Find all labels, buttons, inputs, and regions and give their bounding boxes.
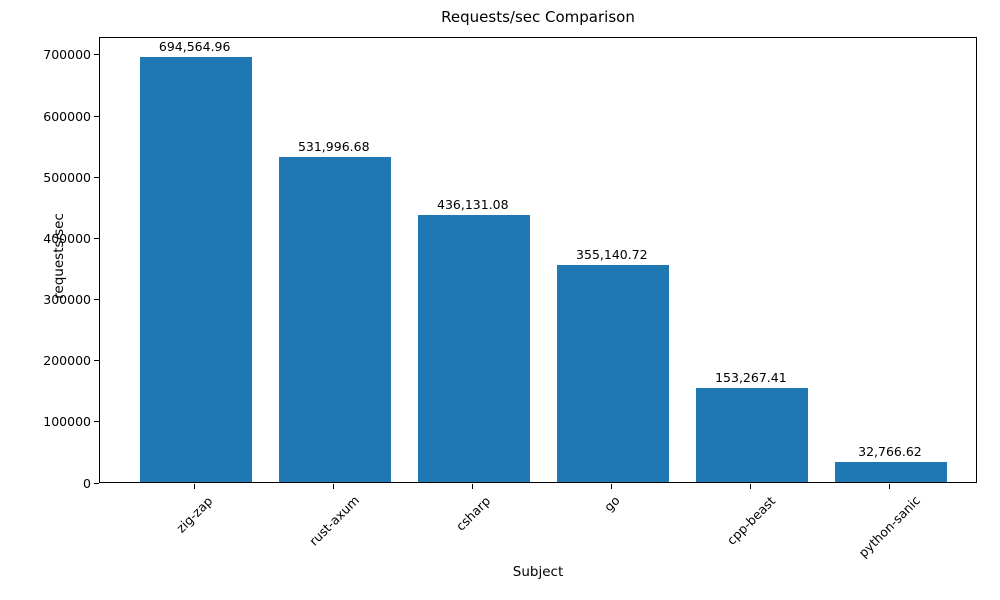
bar-value-label: 436,131.08 (437, 197, 509, 213)
x-tick-label: csharp (452, 492, 493, 534)
chart-title: Requests/sec Comparison (441, 8, 635, 26)
plot-area (99, 37, 977, 483)
bar (695, 388, 808, 482)
y-tick-label: 700000 (43, 47, 91, 63)
bar-value-label: 694,564.96 (158, 39, 231, 55)
x-tick-label: cpp-beast (723, 493, 779, 548)
y-tick-mark (94, 54, 99, 56)
y-tick-label: 600000 (43, 108, 91, 124)
y-tick-mark (94, 482, 99, 484)
x-tick-label: zig-zap (173, 493, 216, 536)
y-tick-mark (94, 299, 99, 301)
bar (139, 57, 252, 482)
bar-value-label: 531,996.68 (297, 138, 370, 154)
bar (834, 461, 947, 482)
x-tick-mark (194, 484, 196, 489)
bar (278, 156, 391, 482)
bar (556, 264, 669, 482)
x-axis-label: Subject (512, 564, 564, 580)
bar-value-label: 355,140.72 (576, 246, 648, 262)
y-tick-label: 300000 (43, 292, 91, 308)
y-tick-mark (94, 360, 99, 362)
y-tick-mark (94, 237, 99, 239)
y-tick-label: 0 (83, 475, 91, 491)
bar (417, 215, 530, 482)
x-tick-mark (750, 484, 752, 489)
bar-value-label: 153,267.41 (715, 370, 787, 386)
bar-value-label: 32,766.62 (858, 443, 922, 459)
y-tick-mark (94, 176, 99, 178)
x-tick-label: python-sanic (855, 493, 924, 561)
y-tick-label: 100000 (43, 414, 91, 430)
x-tick-mark (889, 484, 891, 489)
x-tick-mark (333, 484, 335, 489)
y-axis-label: requests/sec (51, 213, 67, 299)
y-tick-mark (94, 421, 99, 423)
x-tick-mark (472, 484, 474, 489)
y-tick-label: 500000 (43, 169, 91, 185)
y-tick-label: 400000 (43, 230, 91, 246)
x-tick-label: rust-axum (305, 492, 362, 549)
y-tick-mark (94, 115, 99, 117)
y-tick-label: 200000 (43, 353, 91, 369)
x-tick-mark (611, 484, 613, 489)
x-tick-label: go (600, 493, 623, 515)
